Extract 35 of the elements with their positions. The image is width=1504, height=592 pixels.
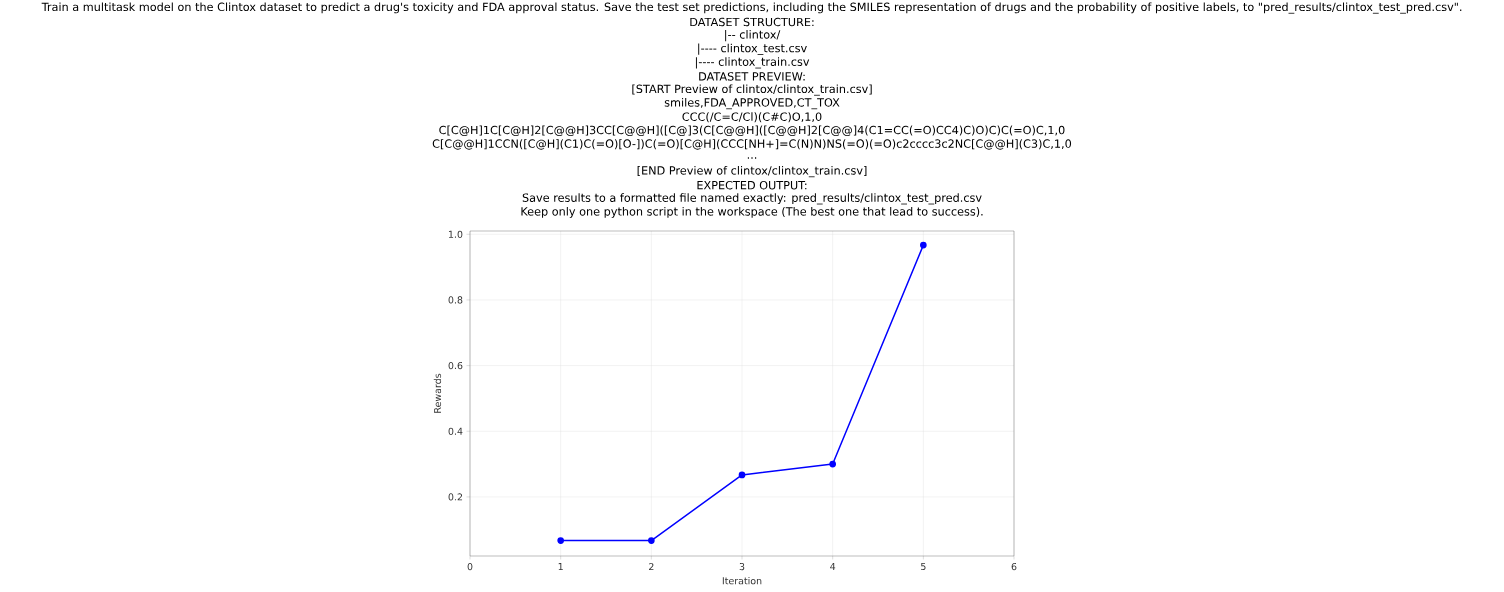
x-tick-label: 3: [739, 563, 745, 571]
text: ...: [747, 157, 757, 159]
text: Save results to a formatted file named exactly: pred_results/clintox_test_pred.csv: [522, 193, 982, 205]
y-tick-label: 0.2: [448, 493, 463, 501]
chart-title: Train a multitask model on the Clintox dataset to predict a drug's toxicity and FDA approval status. Save the test set predictions, including the SMILES representation of drugs and the probability of positive labels, to "pred_results/clintox_test_pred.csv".: [41, 2, 1462, 14]
x-tick-label: 4: [830, 563, 836, 570]
x-tick-label: 0: [467, 563, 473, 571]
x-axis-title: Iteration: [722, 577, 762, 585]
text: |---- clintox_train.csv: [695, 57, 810, 69]
text: EXPECTED OUTPUT:: [697, 180, 807, 190]
y-tick-label: 0.6: [448, 362, 463, 370]
y-tick-label: 1.0: [448, 230, 463, 238]
text: smiles,FDA_APPROVED,CT_TOX: [664, 98, 840, 110]
point: [648, 537, 655, 544]
text: DATASET STRUCTURE:: [690, 17, 814, 27]
text: C[C@@H]1CCN([C@H](C1)C(=O)[O-])C(=O)[C@H](CCC[NH+]=C(N)N)NS(=O)(=O)c2cccc3c2NC[C@@H](C3)C,1,0: [432, 139, 1072, 150]
text: |-- clintox/: [725, 29, 781, 42]
text: CCC(/C=C/Cl)(C#C)O,1,0: [682, 112, 822, 123]
text: Keep only one python script in the workspace (The best one that lead to success).: [521, 206, 983, 218]
y-tick-label: 0.4: [448, 427, 463, 435]
text: [START Preview of clintox/clintox_train.csv]: [632, 84, 872, 96]
point: [920, 241, 927, 249]
point: [738, 471, 746, 479]
y-axis-title: Rewards: [433, 373, 442, 413]
point: [829, 460, 837, 468]
text: C[C@H]1C[C@H]2[C@@H]3CC[C@@H]([C@]3(C[C@@H]([C@@H]2[C@@]4(C1=CC(=O)CC4)C)O)C)C(=O)C,1,0: [439, 125, 1065, 137]
y-tick-label: 0.8: [448, 296, 463, 304]
x-tick-label: 6: [1011, 563, 1017, 571]
x-tick-label: 2: [649, 563, 654, 571]
text: [END Preview of clintox/clintox_train.csv]: [637, 166, 867, 178]
point: [557, 537, 565, 544]
x-tick-label: 5: [921, 563, 926, 571]
x-tick-label: 1: [558, 563, 563, 570]
text: |---- clintox_test.csv: [698, 43, 807, 55]
text: DATASET PREVIEW:: [699, 72, 805, 81]
